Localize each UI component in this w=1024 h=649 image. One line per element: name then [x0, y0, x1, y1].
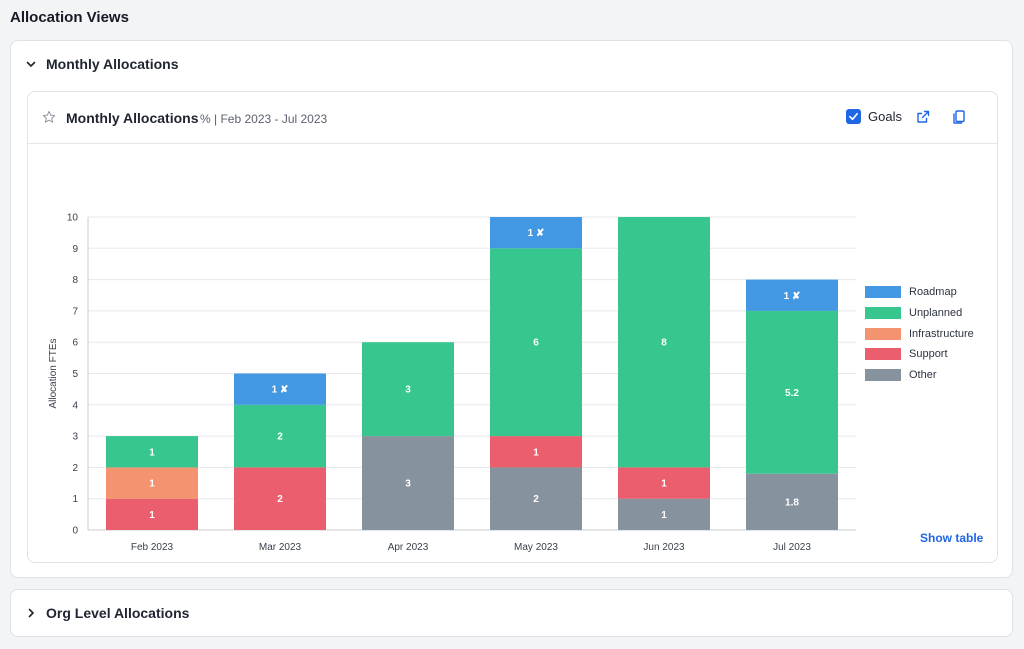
x-tick-label: May 2023	[514, 542, 558, 553]
data-label: 5.2	[785, 388, 799, 399]
data-label: 1	[661, 510, 667, 521]
bar-segment	[234, 404, 326, 468]
page-title: Allocation Views	[10, 9, 129, 26]
legend-label: Unplanned	[909, 307, 963, 320]
bar-segment	[618, 217, 710, 468]
data-label: 1 ✘	[272, 385, 289, 396]
data-label: 1	[533, 447, 539, 458]
goals-checkbox[interactable]	[846, 109, 861, 124]
bar-segment	[490, 248, 582, 437]
card-title: Monthly Allocations	[66, 110, 199, 126]
bar-segment	[362, 436, 454, 530]
bar-segment	[618, 498, 710, 530]
bar-segment	[106, 436, 198, 468]
legend-label: Other	[909, 369, 937, 382]
bar-segment	[490, 467, 582, 530]
data-label: 3	[405, 385, 411, 396]
stacked-bar-chart: 0 1 2 3 4 5 6 7 8 9 10 Allocation FTEs 1 1 1 Feb 2023 2 2…	[48, 213, 856, 553]
card-header: Monthly Allocations % | Feb 2023 - Jul 2…	[28, 92, 997, 144]
data-label: 8	[661, 338, 667, 349]
data-label: 1 ✘	[528, 228, 545, 239]
star-icon[interactable]	[42, 110, 58, 126]
y-tick-label: 9	[72, 244, 78, 255]
y-tick-label: 4	[72, 400, 78, 411]
y-tick-label: 7	[72, 306, 78, 317]
x-tick-label: Jun 2023	[643, 542, 685, 553]
goals-label: Goals	[868, 109, 902, 124]
y-tick-label: 10	[67, 213, 79, 224]
bar-segment	[746, 310, 838, 474]
bar-segment	[362, 342, 454, 437]
legend-label: Support	[909, 348, 948, 361]
monthly-allocations-toggle[interactable]: Monthly Allocations	[23, 55, 178, 73]
check-icon	[849, 112, 858, 121]
y-tick-label: 1	[72, 494, 78, 505]
bar-segment	[234, 373, 326, 405]
copy-icon[interactable]	[951, 109, 969, 127]
section-label: Monthly Allocations	[46, 56, 179, 72]
bar-segment	[618, 467, 710, 499]
bar-segment	[746, 279, 838, 311]
legend-swatch	[865, 369, 901, 382]
goals-toggle[interactable]: Goals	[846, 109, 902, 124]
bar-segment	[490, 217, 582, 249]
chevron-right-icon	[23, 605, 39, 621]
org-level-allocations-toggle[interactable]: Org Level Allocations	[23, 604, 189, 622]
external-link-icon[interactable]	[915, 109, 933, 127]
x-tick-label: Mar 2023	[259, 542, 302, 553]
x-tick-label: Apr 2023	[388, 542, 429, 553]
card-subtitle: % | Feb 2023 - Jul 2023	[200, 112, 328, 126]
data-label: 1.8	[785, 497, 799, 508]
data-label: 2	[533, 494, 539, 505]
legend-item[interactable]: Roadmap	[865, 282, 974, 303]
data-label: 1 ✘	[784, 291, 801, 302]
monthly-allocations-card: Monthly Allocations % | Feb 2023 - Jul 2…	[27, 91, 998, 563]
org-level-allocations-section: Org Level Allocations	[10, 589, 1013, 637]
bar-segment	[106, 498, 198, 530]
legend-swatch	[865, 286, 901, 299]
legend-item[interactable]: Unplanned	[865, 303, 974, 324]
bar-segment	[106, 467, 198, 499]
legend-label: Roadmap	[909, 286, 957, 299]
y-tick-label: 2	[72, 463, 78, 474]
y-tick-label: 5	[72, 369, 78, 380]
data-label: 1	[661, 479, 667, 490]
y-axis-label: Allocation FTEs	[48, 338, 59, 408]
legend-swatch	[865, 348, 901, 361]
x-tick-label: Feb 2023	[131, 542, 174, 553]
section-label: Org Level Allocations	[46, 605, 190, 621]
bar-segment	[746, 473, 838, 530]
legend-swatch	[865, 327, 901, 340]
data-label: 2	[277, 494, 283, 505]
y-tick-label: 3	[72, 432, 78, 443]
data-label: 2	[277, 432, 283, 443]
data-label: 3	[405, 479, 411, 490]
y-tick-label: 8	[72, 275, 78, 286]
y-tick-label: 0	[72, 526, 78, 537]
monthly-allocations-section: Monthly Allocations Monthly Allocations …	[10, 40, 1013, 578]
legend-swatch	[865, 307, 901, 320]
bar-segment	[490, 436, 582, 468]
legend-item[interactable]: Support	[865, 344, 974, 365]
chart-legend: Roadmap Unplanned Infrastructure Support Oth…	[865, 282, 974, 385]
bar-segment	[234, 467, 326, 530]
legend-item[interactable]: Infrastructure	[865, 323, 974, 344]
x-tick-label: Jul 2023	[773, 542, 811, 553]
data-label: 1	[149, 447, 155, 458]
legend-label: Infrastructure	[909, 327, 974, 340]
legend-item[interactable]: Other	[865, 365, 974, 386]
data-label: 1	[149, 479, 155, 490]
data-label: 6	[533, 338, 539, 349]
show-table-link[interactable]: Show table	[920, 531, 984, 545]
chevron-down-icon	[23, 56, 39, 72]
y-tick-label: 6	[72, 338, 78, 349]
data-label: 1	[149, 510, 155, 521]
